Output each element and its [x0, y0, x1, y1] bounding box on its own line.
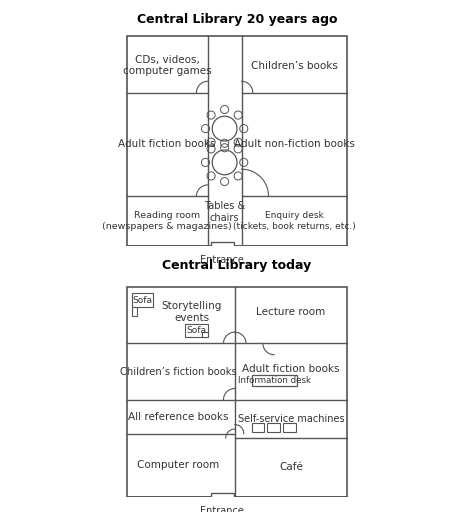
- Text: Entrance: Entrance: [201, 255, 244, 265]
- Bar: [252, 423, 264, 433]
- FancyBboxPatch shape: [185, 324, 208, 337]
- Text: Children’s fiction books: Children’s fiction books: [120, 367, 237, 377]
- Text: Information desk: Information desk: [237, 376, 310, 385]
- Text: Children’s books: Children’s books: [251, 60, 338, 71]
- Bar: [267, 423, 280, 433]
- FancyBboxPatch shape: [127, 36, 347, 246]
- Text: CDs, videos,
computer games: CDs, videos, computer games: [123, 55, 211, 76]
- Text: Entrance: Entrance: [201, 506, 244, 512]
- FancyBboxPatch shape: [127, 287, 347, 497]
- Text: All reference books: All reference books: [128, 412, 228, 422]
- Text: Sofa: Sofa: [186, 326, 207, 335]
- Text: Sofa: Sofa: [132, 295, 152, 305]
- Text: Reading room
(newspapers & magazines): Reading room (newspapers & magazines): [102, 211, 232, 231]
- Bar: [211, 242, 234, 247]
- FancyBboxPatch shape: [252, 375, 297, 386]
- Bar: [283, 423, 296, 433]
- Bar: [211, 493, 234, 498]
- Text: Self-service machines: Self-service machines: [238, 414, 345, 424]
- Text: Lecture room: Lecture room: [256, 307, 326, 317]
- Text: Adult fiction books: Adult fiction books: [242, 365, 340, 374]
- Text: Café: Café: [279, 462, 303, 473]
- Text: Enquiry desk
(tickets, book returns, etc.): Enquiry desk (tickets, book returns, etc…: [233, 211, 356, 231]
- Text: Adult fiction books: Adult fiction books: [118, 139, 216, 150]
- Text: Adult non-fiction books: Adult non-fiction books: [234, 139, 355, 150]
- FancyBboxPatch shape: [132, 293, 153, 307]
- Bar: [202, 332, 208, 337]
- Text: Storytelling
events: Storytelling events: [162, 301, 222, 323]
- Text: Computer room: Computer room: [137, 460, 219, 470]
- Text: Tables &
chairs: Tables & chairs: [204, 201, 245, 223]
- Text: Central Library today: Central Library today: [163, 259, 311, 271]
- Text: Central Library 20 years ago: Central Library 20 years ago: [137, 13, 337, 26]
- Bar: [132, 307, 137, 316]
